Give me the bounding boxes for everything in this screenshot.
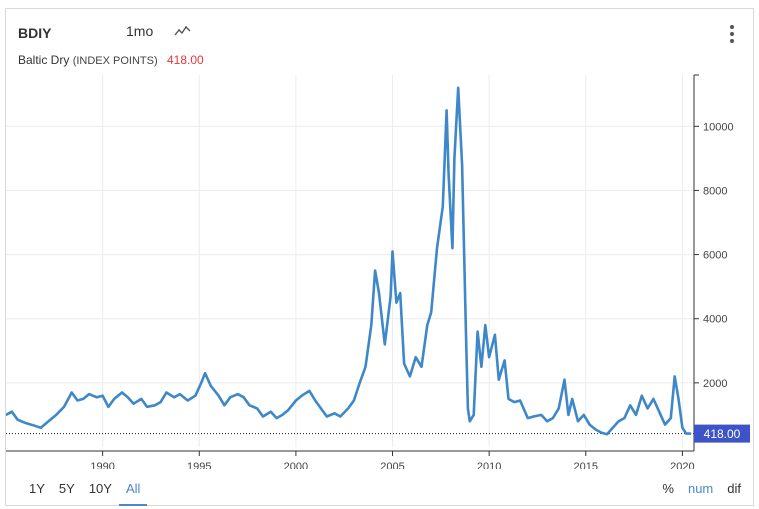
mode-button-num[interactable]: num [687, 481, 714, 496]
range-button-1y[interactable]: 1Y [29, 481, 45, 496]
x-tick-label: 2010 [477, 461, 501, 469]
instrument-name: Baltic Dry [18, 53, 70, 67]
mode-button-dif[interactable]: dif [727, 481, 741, 496]
chart-widget: BDIY 1mo Baltic Dry (INDEX POINTS) 418.0… [5, 8, 754, 506]
instrument-units: (INDEX POINTS) [72, 55, 158, 67]
x-tick-label: 2005 [380, 461, 404, 469]
y-tick-label: 6000 [703, 250, 727, 262]
mode-selector: % num dif [662, 481, 741, 496]
y-tick-label: 2000 [703, 378, 727, 390]
y-tick-label: 8000 [703, 185, 727, 197]
x-tick-label: 2015 [574, 461, 598, 469]
range-selector: 1Y 5Y 10Y All [22, 481, 148, 506]
range-button-10y[interactable]: 10Y [88, 481, 112, 496]
series-line-0 [6, 86, 692, 436]
mode-button-percent[interactable]: % [662, 481, 674, 496]
line-chart[interactable]: 2000 4000 6000 8000 10000 1990 1995 2000 2005 201… [6, 9, 755, 469]
last-value: 418.00 [166, 53, 204, 67]
y-tick-label: 10000 [703, 121, 734, 133]
kebab-menu-icon[interactable] [729, 25, 735, 47]
range-button-5y[interactable]: 5Y [58, 481, 75, 496]
ticker-symbol[interactable]: BDIY [18, 25, 52, 41]
x-tick-label: 1990 [90, 461, 114, 469]
instrument-subtitle: Baltic Dry (INDEX POINTS) 418.00 [18, 53, 204, 67]
line-chart-icon[interactable] [174, 24, 192, 38]
last-value-tag-label: 418.00 [704, 427, 741, 441]
x-tick-label: 2000 [284, 461, 308, 469]
y-tick-label: 4000 [703, 314, 727, 326]
interval-selector[interactable]: 1mo [126, 23, 154, 39]
x-tick-label: 1995 [187, 461, 211, 469]
range-button-all[interactable]: All [118, 481, 148, 506]
chart-header: BDIY [18, 23, 51, 43]
last-value-tag [694, 424, 750, 443]
x-tick-label: 2020 [670, 461, 694, 469]
